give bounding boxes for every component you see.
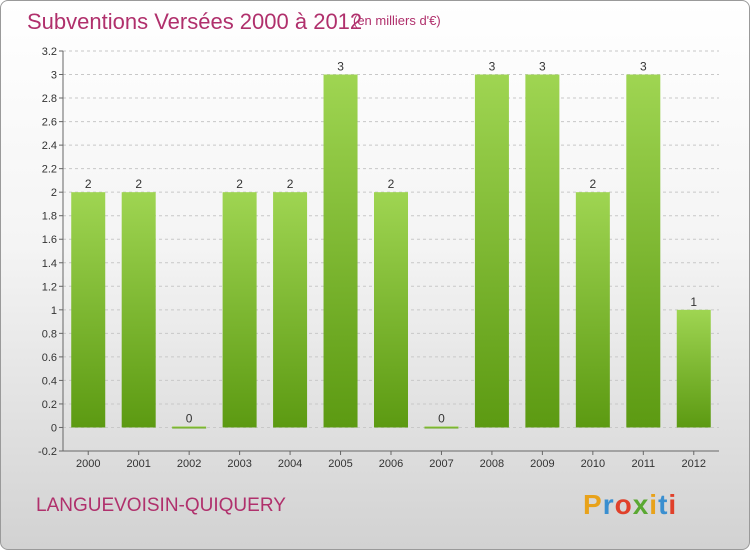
x-tick-label: 2005	[328, 458, 352, 470]
x-tick-label: 2004	[278, 458, 302, 470]
logo-letter: P	[583, 489, 603, 520]
bar-value-label: 3	[640, 60, 647, 74]
bar-2009	[525, 74, 560, 428]
bar-value-label: 2	[388, 177, 395, 191]
x-tick-label: 2008	[480, 458, 504, 470]
bar-2008	[474, 74, 509, 428]
bar-value-label: 3	[337, 60, 344, 74]
logo-letter: i	[668, 489, 678, 520]
commune-name: LANGUEVOISIN-QUIQUERY	[36, 495, 286, 516]
bar-value-label: 2	[85, 177, 92, 191]
y-tick-label: 0.8	[42, 328, 57, 340]
bar-value-label: 2	[590, 177, 597, 191]
y-tick-label: 0	[51, 422, 57, 434]
y-tick-label: 0.6	[42, 352, 57, 364]
bar-2000	[71, 192, 106, 428]
x-tick-label: 2010	[581, 458, 605, 470]
bar-2010	[575, 192, 610, 428]
bar-2004	[273, 192, 308, 428]
bar-2006	[374, 192, 408, 428]
chart-title: Subventions Versées 2000 à 2012	[27, 9, 363, 34]
y-tick-label: 2	[51, 187, 57, 199]
bar-2007	[424, 426, 459, 429]
logo-letter: i	[649, 489, 659, 520]
y-tick-label: -0.2	[38, 446, 57, 458]
x-tick-label: 2006	[379, 458, 403, 470]
bar-value-label: 2	[287, 177, 294, 191]
y-tick-label: 0.2	[42, 399, 57, 411]
y-tick-label: 1.6	[42, 234, 57, 246]
y-tick-label: 0.4	[42, 375, 57, 387]
proxiti-logo[interactable]: Proxiti	[583, 489, 677, 521]
bar-value-label: 1	[690, 295, 697, 309]
bar-value-label: 3	[539, 60, 546, 74]
bar-2012	[676, 309, 711, 428]
chart-subtitle: (en milliers d'€)	[353, 13, 441, 28]
y-tick-label: 2.4	[42, 140, 57, 152]
x-tick-label: 2009	[530, 458, 554, 470]
bar-value-label: 0	[438, 411, 445, 425]
logo-letter: x	[632, 489, 650, 520]
y-tick-label: 3	[51, 70, 57, 82]
x-tick-label: 2001	[126, 458, 150, 470]
bar-2003	[222, 192, 257, 428]
x-tick-label: 2000	[76, 458, 100, 470]
x-tick-label: 2003	[227, 458, 251, 470]
x-tick-label: 2012	[682, 458, 706, 470]
bar-2001	[121, 192, 156, 428]
y-tick-label: 1.2	[42, 281, 57, 293]
bar-2005	[323, 74, 358, 428]
bar-2011	[626, 74, 661, 428]
bar-value-label: 2	[135, 177, 142, 191]
bar-value-label: 3	[489, 60, 496, 74]
y-tick-label: 3.2	[42, 46, 57, 58]
logo-letter: t	[658, 489, 669, 520]
x-tick-label: 2007	[429, 458, 453, 470]
y-tick-label: 2.6	[42, 117, 57, 129]
logo-letter: r	[602, 489, 615, 520]
logo-letter: o	[614, 489, 633, 520]
bar-value-label: 2	[236, 177, 243, 191]
bar-2002	[172, 426, 207, 429]
y-tick-label: 1.4	[42, 258, 57, 270]
y-tick-label: 2.8	[42, 93, 57, 105]
y-tick-label: 1.8	[42, 211, 57, 223]
x-tick-label: 2002	[177, 458, 201, 470]
y-tick-label: 1	[51, 305, 57, 317]
bar-value-label: 0	[186, 411, 193, 425]
y-tick-label: 2.2	[42, 164, 57, 176]
x-tick-label: 2011	[631, 458, 655, 470]
